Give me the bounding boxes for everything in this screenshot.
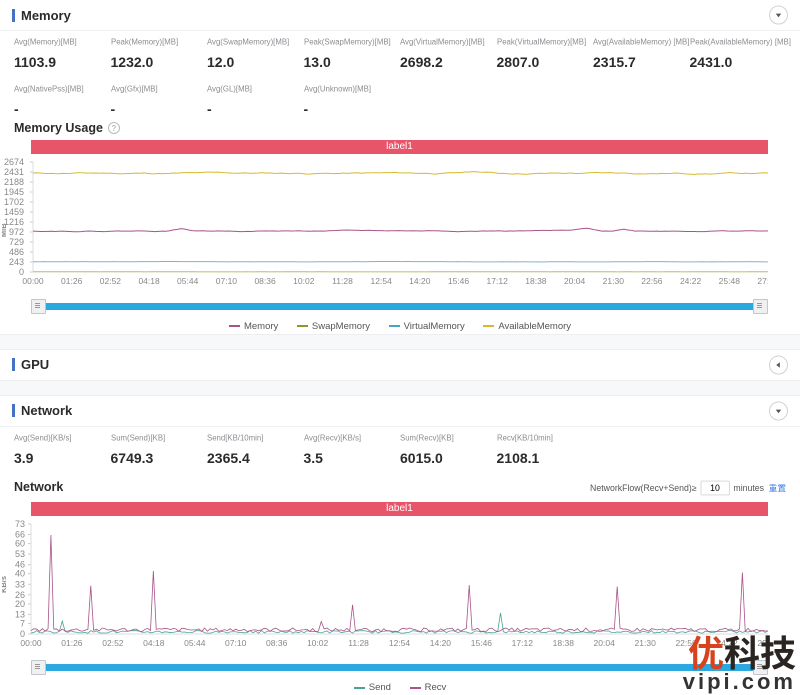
svg-text:2674: 2674 xyxy=(4,157,24,167)
svg-text:1702: 1702 xyxy=(4,197,24,207)
svg-text:2431: 2431 xyxy=(4,167,24,177)
svg-text:2188: 2188 xyxy=(4,177,24,187)
svg-text:04:18: 04:18 xyxy=(143,638,165,648)
svg-text:01:26: 01:26 xyxy=(61,638,83,648)
svg-text:11:28: 11:28 xyxy=(332,276,353,286)
svg-text:18:38: 18:38 xyxy=(525,276,547,286)
svg-text:729: 729 xyxy=(9,237,24,247)
svg-text:20:04: 20:04 xyxy=(594,638,616,648)
svg-text:7: 7 xyxy=(20,618,25,628)
svg-text:08:36: 08:36 xyxy=(254,276,276,286)
svg-text:40: 40 xyxy=(15,568,25,578)
svg-text:00:00: 00:00 xyxy=(20,638,42,648)
svg-text:243: 243 xyxy=(9,257,24,267)
svg-text:73: 73 xyxy=(15,519,25,529)
svg-text:25:48: 25:48 xyxy=(719,276,741,286)
svg-text:07:10: 07:10 xyxy=(225,638,247,648)
svg-text:07:10: 07:10 xyxy=(216,276,238,286)
svg-text:14:20: 14:20 xyxy=(430,638,452,648)
svg-text:20: 20 xyxy=(15,598,25,608)
svg-text:11:28: 11:28 xyxy=(348,638,369,648)
svg-text:22:56: 22:56 xyxy=(641,276,663,286)
svg-text:10:02: 10:02 xyxy=(307,638,329,648)
svg-text:02:52: 02:52 xyxy=(102,638,124,648)
svg-text:05:44: 05:44 xyxy=(177,276,199,286)
svg-text:27:14: 27:14 xyxy=(757,276,768,286)
svg-text:26: 26 xyxy=(15,589,25,599)
svg-text:14:20: 14:20 xyxy=(409,276,431,286)
svg-text:12:54: 12:54 xyxy=(371,276,393,286)
svg-text:17:12: 17:12 xyxy=(487,276,509,286)
svg-text:12:54: 12:54 xyxy=(389,638,411,648)
svg-text:60: 60 xyxy=(15,538,25,548)
svg-text:15:46: 15:46 xyxy=(448,276,470,286)
svg-text:18:38: 18:38 xyxy=(553,638,575,648)
svg-text:972: 972 xyxy=(9,227,24,237)
svg-text:21:30: 21:30 xyxy=(635,638,657,648)
svg-text:24:22: 24:22 xyxy=(680,276,702,286)
svg-text:46: 46 xyxy=(15,559,25,569)
svg-text:05:44: 05:44 xyxy=(184,638,206,648)
svg-text:21:30: 21:30 xyxy=(603,276,625,286)
svg-text:15:46: 15:46 xyxy=(471,638,493,648)
svg-text:25:48: 25:48 xyxy=(757,638,768,648)
svg-text:08:36: 08:36 xyxy=(266,638,288,648)
svg-text:17:12: 17:12 xyxy=(512,638,534,648)
svg-text:01:26: 01:26 xyxy=(61,276,83,286)
svg-text:53: 53 xyxy=(15,549,25,559)
svg-text:02:52: 02:52 xyxy=(100,276,122,286)
svg-text:00:00: 00:00 xyxy=(22,276,44,286)
svg-text:04:18: 04:18 xyxy=(138,276,160,286)
svg-text:1945: 1945 xyxy=(4,187,24,197)
svg-text:20:04: 20:04 xyxy=(564,276,586,286)
svg-text:KB/s: KB/s xyxy=(2,575,8,592)
svg-text:13: 13 xyxy=(15,609,25,619)
svg-text:1459: 1459 xyxy=(4,207,24,217)
svg-text:66: 66 xyxy=(15,529,25,539)
svg-text:33: 33 xyxy=(15,579,25,589)
svg-text:22:56: 22:56 xyxy=(675,638,697,648)
svg-text:486: 486 xyxy=(9,247,24,257)
svg-text:24:22: 24:22 xyxy=(716,638,738,648)
svg-text:10:02: 10:02 xyxy=(293,276,315,286)
svg-text:MiB: MiB xyxy=(2,223,8,237)
